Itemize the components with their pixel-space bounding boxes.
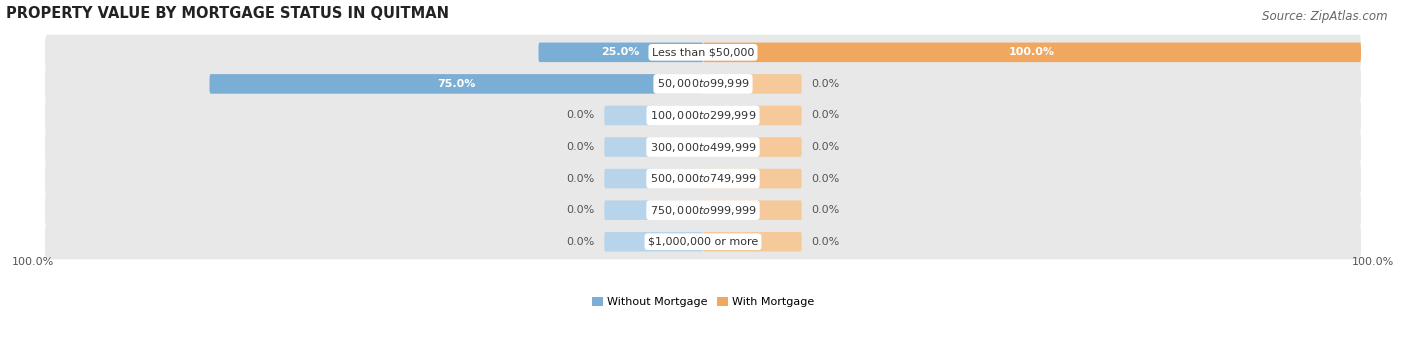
Text: 25.0%: 25.0% — [602, 47, 640, 57]
FancyBboxPatch shape — [605, 232, 703, 252]
Text: $50,000 to $99,999: $50,000 to $99,999 — [657, 78, 749, 90]
Text: $500,000 to $749,999: $500,000 to $749,999 — [650, 172, 756, 185]
FancyBboxPatch shape — [703, 42, 1361, 62]
FancyBboxPatch shape — [703, 200, 801, 220]
FancyBboxPatch shape — [605, 137, 703, 157]
FancyBboxPatch shape — [605, 169, 703, 188]
Text: 100.0%: 100.0% — [1010, 47, 1054, 57]
Text: $300,000 to $499,999: $300,000 to $499,999 — [650, 140, 756, 154]
Text: 0.0%: 0.0% — [567, 110, 595, 120]
FancyBboxPatch shape — [45, 35, 1361, 70]
FancyBboxPatch shape — [45, 130, 1361, 165]
FancyBboxPatch shape — [703, 74, 801, 94]
Text: 0.0%: 0.0% — [567, 205, 595, 215]
Text: PROPERTY VALUE BY MORTGAGE STATUS IN QUITMAN: PROPERTY VALUE BY MORTGAGE STATUS IN QUI… — [6, 5, 449, 20]
FancyBboxPatch shape — [605, 106, 703, 125]
Text: 0.0%: 0.0% — [811, 110, 839, 120]
Text: 75.0%: 75.0% — [437, 79, 475, 89]
Text: 100.0%: 100.0% — [1351, 257, 1393, 267]
Text: 0.0%: 0.0% — [567, 174, 595, 184]
Text: 0.0%: 0.0% — [811, 142, 839, 152]
FancyBboxPatch shape — [703, 137, 801, 157]
FancyBboxPatch shape — [605, 200, 703, 220]
Text: $100,000 to $299,999: $100,000 to $299,999 — [650, 109, 756, 122]
Text: 0.0%: 0.0% — [567, 142, 595, 152]
Text: 0.0%: 0.0% — [811, 237, 839, 247]
Text: 100.0%: 100.0% — [13, 257, 55, 267]
Text: 0.0%: 0.0% — [811, 174, 839, 184]
Text: Source: ZipAtlas.com: Source: ZipAtlas.com — [1263, 10, 1388, 23]
FancyBboxPatch shape — [45, 98, 1361, 133]
Text: 0.0%: 0.0% — [811, 205, 839, 215]
Text: $750,000 to $999,999: $750,000 to $999,999 — [650, 204, 756, 217]
FancyBboxPatch shape — [538, 42, 703, 62]
Text: $1,000,000 or more: $1,000,000 or more — [648, 237, 758, 247]
FancyBboxPatch shape — [209, 74, 703, 94]
FancyBboxPatch shape — [45, 161, 1361, 196]
Text: Less than $50,000: Less than $50,000 — [652, 47, 754, 57]
FancyBboxPatch shape — [45, 66, 1361, 102]
Text: 0.0%: 0.0% — [811, 79, 839, 89]
FancyBboxPatch shape — [703, 169, 801, 188]
Text: 0.0%: 0.0% — [567, 237, 595, 247]
FancyBboxPatch shape — [703, 232, 801, 252]
FancyBboxPatch shape — [703, 106, 801, 125]
FancyBboxPatch shape — [45, 192, 1361, 228]
Legend: Without Mortgage, With Mortgage: Without Mortgage, With Mortgage — [588, 293, 818, 312]
FancyBboxPatch shape — [45, 224, 1361, 259]
